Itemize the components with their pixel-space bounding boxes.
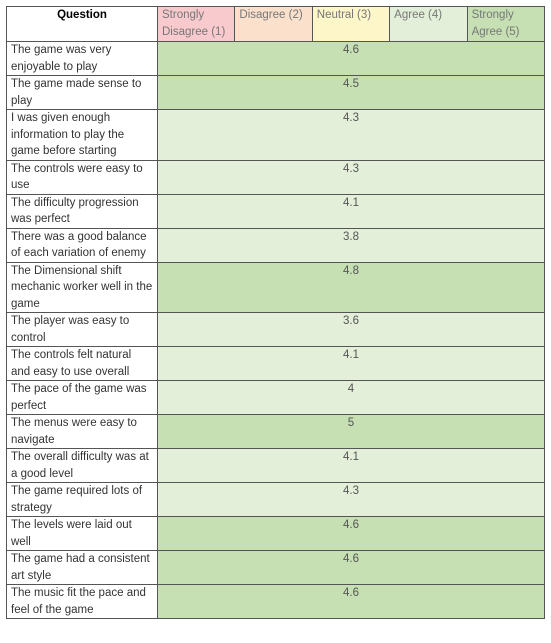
scale-header: Disagree (2) [234,6,313,42]
row: There was a good balance of each variati… [6,227,545,263]
question-cell: The game made sense to play [6,75,158,110]
score-cell: 4.6 [157,550,545,585]
question-cell: The overall difficulty was at a good lev… [6,448,158,483]
row: The controls felt natural and easy to us… [6,346,545,381]
score-cell: 4.3 [157,482,545,517]
row: The music fit the pace and feel of the g… [6,584,545,619]
score-cell: 4.6 [157,584,545,619]
score-cell: 4.1 [157,346,545,381]
score-cell: 4.3 [157,159,545,195]
row: The Dimensional shift mechanic worker we… [6,261,545,313]
row: The player was easy to control 3.6 [6,312,545,347]
question-cell: The Dimensional shift mechanic worker we… [6,261,158,313]
score-cell: 4 [157,380,545,415]
score-cell: 4.1 [157,448,545,483]
row: The difficulty progression was perfect 4.… [6,193,545,229]
question-cell: The music fit the pace and feel of the g… [6,584,158,619]
row: The game was very enjoyable to play 4.6 [6,41,545,76]
table-body: The game was very enjoyable to play 4.6 Th… [6,41,545,619]
row: The game had a consistent art style 4.6 [6,550,545,585]
row: The levels were laid out well 4.6 [6,516,545,551]
question-cell: The levels were laid out well [6,516,158,551]
score-cell: 3.8 [157,227,545,263]
row: The game required lots of strategy 4.3 [6,482,545,517]
score-cell: 4.1 [157,193,545,229]
score-cell: 4.6 [157,41,545,76]
row: I was given enough information to play t… [6,109,545,161]
question-cell: The menus were easy to navigate [6,414,158,449]
question-cell: There was a good balance of each variati… [6,227,158,263]
scale-header: Strongly Agree (5) [466,6,546,42]
row: The overall difficulty was at a good lev… [6,448,545,483]
question-cell: The difficulty progression was perfect [6,193,158,229]
survey-table: Question Strongly Disagree (1) Disagree (… [6,6,546,619]
question-cell: The controls felt natural and easy to us… [6,346,158,381]
score-cell: 4.3 [157,109,545,161]
scale-header: Strongly Disagree (1) [156,6,236,42]
row: The menus were easy to navigate 5 [6,414,545,449]
question-cell: I was given enough information to play t… [6,109,158,161]
question-cell: The game was very enjoyable to play [6,41,158,76]
score-cell: 4.8 [157,261,545,313]
score-cell: 3.6 [157,312,545,347]
question-cell: The player was easy to control [6,312,158,347]
question-cell: The pace of the game was perfect [6,380,158,415]
row: The game made sense to play 4.5 [6,75,545,110]
table-container: Question Strongly Disagree (1) Disagree (… [6,6,546,619]
score-cell: 4.5 [157,75,545,110]
row: The controls were easy to use 4.3 [6,159,545,195]
header-row: Question Strongly Disagree (1) Disagree (… [6,6,546,42]
score-cell: 4.6 [157,516,545,551]
question-cell: The controls were easy to use [6,159,158,195]
row: The pace of the game was perfect 4 [6,380,545,415]
score-cell: 5 [157,414,545,449]
question-cell: The game had a consistent art style [6,550,158,585]
scale-header: Neutral (3) [311,6,391,42]
header-question: Question [6,6,158,42]
scale-header: Agree (4) [389,6,468,42]
question-cell: The game required lots of strategy [6,482,158,517]
